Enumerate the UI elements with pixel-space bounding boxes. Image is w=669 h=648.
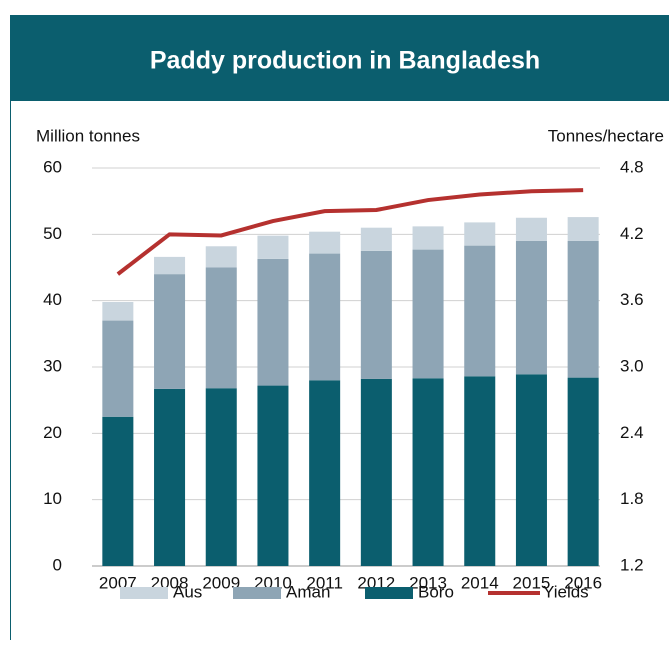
bar-segment — [413, 250, 444, 379]
bar-segment — [309, 380, 340, 566]
bar-segment — [102, 321, 133, 417]
legend-swatch — [365, 587, 413, 599]
y-tick-label: 0 — [53, 555, 62, 574]
bar-segment — [102, 302, 133, 321]
bar-segment — [464, 376, 495, 566]
bar-segment — [516, 241, 547, 374]
bar-segment — [154, 274, 185, 389]
legend-label: Aus — [173, 582, 202, 601]
bar-segment — [361, 379, 392, 566]
bar-segment — [206, 388, 237, 566]
y2-tick-label: 2.4 — [620, 423, 644, 442]
x-tick-label: 2014 — [461, 573, 499, 592]
bar-segment — [361, 228, 392, 251]
bar-segment — [154, 257, 185, 274]
legend-label: Yields — [543, 582, 589, 601]
legend-swatch — [233, 587, 281, 599]
bar-segment — [568, 378, 599, 566]
bar-segment — [464, 246, 495, 377]
bar-segment — [206, 246, 237, 267]
y-tick-label: 10 — [43, 489, 62, 508]
y-tick-label: 50 — [43, 224, 62, 243]
y-axis-title: Million tonnes — [36, 126, 140, 145]
legend-swatch — [120, 587, 168, 599]
line-series — [118, 190, 583, 274]
y2-axis-title: Tonnes/hectare — [548, 126, 664, 145]
legend-label: Boro — [418, 582, 454, 601]
bar-segment — [516, 374, 547, 566]
y2-tick-label: 4.2 — [620, 224, 644, 243]
bar-segment — [413, 226, 444, 249]
bar-segment — [154, 389, 185, 566]
y2-tick-label: 3.6 — [620, 290, 644, 309]
bar-segment — [309, 254, 340, 381]
y2-tick-label: 1.2 — [620, 555, 644, 574]
y-tick-label: 60 — [43, 157, 62, 176]
bar-segment — [102, 417, 133, 566]
bar-segment — [257, 236, 288, 259]
y-tick-label: 40 — [43, 290, 62, 309]
y-tick-label: 30 — [43, 356, 62, 375]
y-tick-label: 20 — [43, 423, 62, 442]
bar-segment — [464, 222, 495, 245]
bar-segment — [257, 386, 288, 566]
y2-tick-label: 1.8 — [620, 489, 644, 508]
bar-segment — [206, 268, 237, 389]
legend-label: Aman — [286, 582, 330, 601]
bar-segment — [413, 378, 444, 566]
y2-tick-label: 3.0 — [620, 356, 644, 375]
chart-title: Paddy production in Bangladesh — [150, 47, 540, 75]
bar-segment — [309, 232, 340, 254]
y2-tick-label: 4.8 — [620, 157, 644, 176]
bar-segment — [257, 259, 288, 386]
bar-segment — [568, 217, 599, 241]
bar-segment — [568, 241, 599, 378]
bar-segment — [516, 218, 547, 241]
bar-segment — [361, 251, 392, 379]
